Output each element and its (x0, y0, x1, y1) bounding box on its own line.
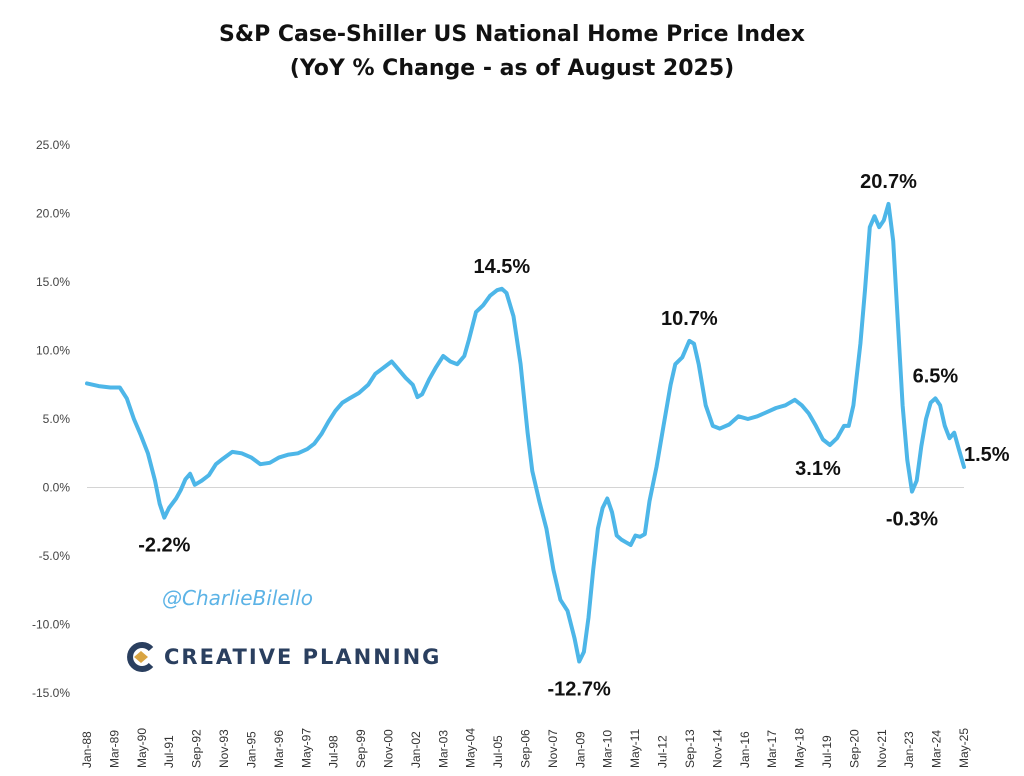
data-label: 3.1% (795, 458, 841, 480)
creative-planning-logo-icon (127, 642, 154, 672)
data-label: 10.7% (661, 308, 718, 330)
x-tick-label: Jan-95 (244, 731, 258, 768)
x-tick-label: Sep-13 (683, 729, 697, 768)
y-tick-label: 15.0% (36, 275, 70, 289)
data-label: -2.2% (138, 535, 190, 557)
x-tick-label: Jan-09 (573, 731, 587, 768)
x-tick-label: Nov-21 (875, 729, 889, 768)
x-tick-label: Mar-89 (107, 730, 121, 768)
x-tick-label: Jan-23 (902, 731, 916, 768)
x-tick-label: Jan-16 (738, 731, 752, 768)
chart-title-main: S&P Case-Shiller US National Home Price … (219, 22, 805, 47)
x-tick-label: Mar-24 (930, 730, 944, 768)
x-tick-label: Jul-19 (820, 735, 834, 768)
x-tick-label: Jul-98 (327, 735, 341, 768)
data-label: 20.7% (860, 171, 917, 193)
x-tick-label: May-11 (628, 729, 642, 768)
x-tick-label: Nov-14 (710, 729, 724, 768)
author-watermark: @CharlieBilello (162, 586, 314, 610)
y-tick-label: 0.0% (43, 481, 71, 495)
x-tick-label: Mar-10 (601, 730, 615, 768)
x-tick-label: Sep-92 (190, 729, 204, 768)
x-tick-label: Jul-91 (162, 735, 176, 768)
series-line (85, 201, 966, 664)
y-tick-label: -5.0% (39, 549, 71, 563)
chart-subtitle: (YoY % Change - as of August 2025) (289, 56, 735, 81)
data-label: 14.5% (473, 256, 530, 278)
x-tick-label: Nov-07 (546, 729, 560, 768)
x-tick-label: Jul-12 (656, 735, 670, 768)
y-tick-label: 10.0% (36, 344, 70, 358)
brand-logo-block: CREATIVE PLANNING (124, 640, 441, 674)
x-tick-label: Mar-17 (765, 730, 779, 768)
x-tick-label: Jul-05 (491, 735, 505, 768)
x-tick-label: Mar-96 (272, 730, 286, 768)
x-tick-label: May-25 (957, 728, 971, 768)
data-label: -0.3% (886, 509, 938, 531)
data-label: -12.7% (547, 678, 611, 700)
x-tick-label: Nov-93 (217, 729, 231, 768)
x-tick-label: Sep-20 (847, 729, 861, 768)
x-tick-label: Nov-00 (381, 729, 395, 768)
x-tick-label: May-04 (464, 728, 478, 768)
x-tick-label: Sep-06 (519, 729, 533, 768)
y-tick-label: -15.0% (32, 686, 70, 700)
y-tick-label: 20.0% (36, 207, 70, 221)
x-tick-label: May-90 (135, 728, 149, 768)
y-tick-label: -10.0% (32, 618, 70, 632)
brand-name: CREATIVE PLANNING (164, 645, 442, 669)
x-tick-label: Jan-88 (80, 731, 94, 768)
data-label: 1.5% (964, 444, 1010, 466)
chart-title: S&P Case-Shiller US National Home Price … (0, 18, 1024, 86)
x-tick-label: Sep-99 (354, 729, 368, 768)
x-tick-label: Jan-02 (409, 731, 423, 768)
x-tick-label: Mar-03 (436, 730, 450, 768)
data-label: 6.5% (913, 365, 959, 387)
y-tick-label: 5.0% (43, 412, 71, 426)
x-tick-label: May-18 (793, 728, 807, 768)
y-tick-label: 25.0% (36, 138, 70, 152)
x-tick-label: May-97 (299, 728, 313, 768)
